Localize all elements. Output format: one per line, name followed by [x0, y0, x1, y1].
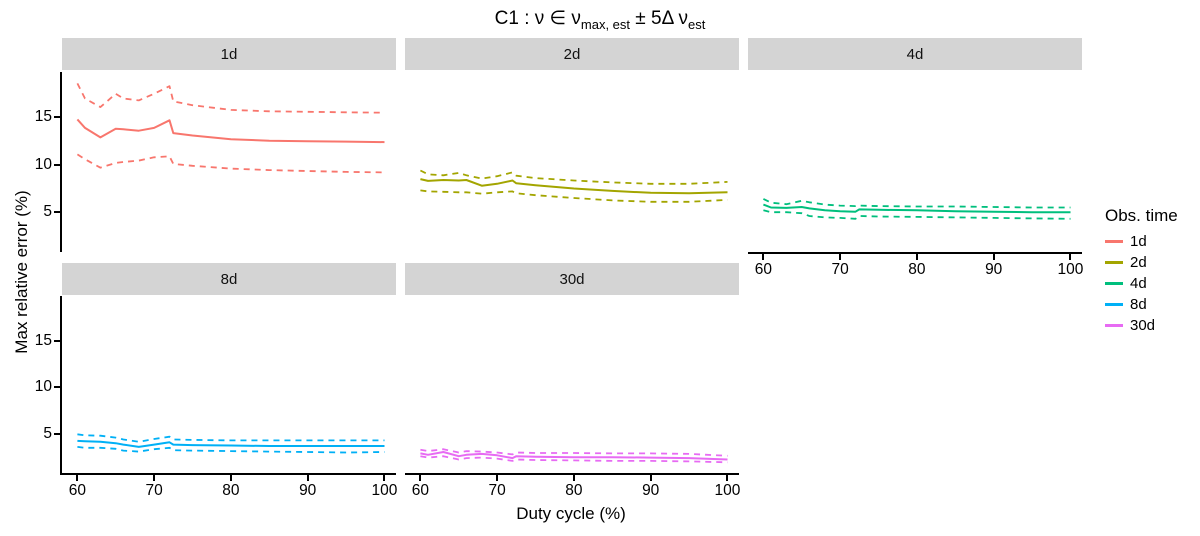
- y-tick-1d-15: [54, 116, 61, 119]
- legend: Obs. time 1d 2d 4d 8d 30d: [1105, 206, 1178, 338]
- upper-band-line-30d: [420, 448, 728, 457]
- x-tick-8d-70: [153, 475, 156, 481]
- plot-title-part1: C1 : ν ∈ ν: [494, 8, 581, 29]
- facet-strip-2d: 2d: [405, 38, 739, 70]
- y-tick-label-1d-10: 10: [34, 155, 52, 173]
- x-tick-label-8d-60: 60: [68, 482, 86, 499]
- legend-label-2d: 2d: [1130, 254, 1147, 271]
- y-tick-8d-5: [54, 432, 61, 435]
- x-axis-line-8d: [60, 473, 396, 475]
- mean-line-2d: [420, 178, 728, 195]
- facet-strip-4d: 4d: [748, 38, 1082, 70]
- x-tick-4d-90: [992, 254, 995, 260]
- x-tick-label-4d-60: 60: [754, 261, 772, 278]
- lower-band-line-2d: [420, 189, 728, 203]
- legend-label-4d: 4d: [1130, 275, 1147, 292]
- y-axis-line-1d: [60, 72, 62, 252]
- x-tick-30d-80: [572, 475, 575, 481]
- x-tick-8d-80: [229, 475, 232, 481]
- x-tick-label-4d-70: 70: [831, 261, 849, 278]
- legend-item-4d: 4d: [1105, 275, 1178, 292]
- x-tick-4d-80: [915, 254, 918, 260]
- facet-strip-1d: 1d: [62, 38, 396, 70]
- x-tick-4d-60: [762, 254, 765, 260]
- x-tick-label-8d-70: 70: [145, 482, 163, 499]
- legend-label-8d: 8d: [1130, 296, 1147, 313]
- x-axis-line-4d: [748, 252, 1082, 254]
- y-tick-8d-10: [54, 386, 61, 389]
- x-tick-label-8d-100: 100: [371, 482, 398, 499]
- x-tick-label-4d-100: 100: [1057, 261, 1084, 278]
- x-tick-label-8d-80: 80: [222, 482, 240, 499]
- x-tick-30d-90: [649, 475, 652, 481]
- legend-label-30d: 30d: [1130, 317, 1156, 334]
- x-tick-8d-100: [383, 475, 386, 481]
- y-tick-8d-15: [54, 339, 61, 342]
- x-tick-30d-100: [726, 475, 729, 481]
- x-tick-label-30d-100: 100: [714, 482, 741, 499]
- facet-strip-8d: 8d: [62, 263, 396, 295]
- y-axis-line-8d: [60, 296, 62, 473]
- legend-key-line-2d: [1105, 261, 1123, 264]
- lower-band-line-30d: [420, 455, 728, 464]
- plot-title: C1 : ν ∈ νmax, est ± 5Δ νest: [0, 7, 1200, 32]
- y-tick-label-1d-15: 15: [34, 108, 52, 126]
- mean-line-1d: [76, 118, 385, 144]
- x-tick-30d-70: [496, 475, 499, 481]
- legend-key-line-30d: [1105, 324, 1123, 327]
- facet-panel-2d: [419, 169, 728, 203]
- legend-item-2d: 2d: [1105, 254, 1178, 271]
- facet-strip-30d: 30d: [405, 263, 739, 295]
- x-tick-label-8d-90: 90: [299, 482, 317, 499]
- legend-label-1d: 1d: [1130, 233, 1147, 250]
- y-tick-label-8d-5: 5: [43, 424, 52, 442]
- x-axis-line-30d: [405, 473, 739, 475]
- x-tick-label-30d-80: 80: [565, 482, 583, 499]
- upper-band-line-1d: [76, 82, 385, 114]
- y-tick-1d-5: [54, 211, 61, 214]
- plot-title-sub1: max, est: [580, 16, 631, 32]
- upper-band-line-8d: [77, 433, 385, 443]
- y-tick-1d-10: [54, 163, 61, 166]
- x-axis-title: Duty cycle (%): [516, 504, 626, 523]
- legend-item-1d: 1d: [1105, 233, 1178, 250]
- x-tick-30d-60: [419, 475, 422, 481]
- facet-panel-1d: [76, 82, 385, 174]
- mean-line-30d: [420, 451, 728, 461]
- x-tick-8d-60: [76, 475, 79, 481]
- plot-title-part2: ± 5Δ ν: [630, 8, 688, 29]
- y-tick-label-8d-10: 10: [34, 378, 52, 396]
- facet-panel-4d: [762, 198, 1071, 220]
- x-tick-8d-90: [306, 475, 309, 481]
- mean-line-8d: [77, 439, 385, 448]
- lower-band-line-8d: [77, 446, 385, 454]
- legend-item-30d: 30d: [1105, 317, 1178, 334]
- upper-band-line-2d: [419, 169, 728, 185]
- legend-item-8d: 8d: [1105, 296, 1178, 313]
- x-tick-4d-100: [1069, 254, 1072, 260]
- x-tick-label-30d-90: 90: [642, 482, 660, 499]
- upper-band-line-4d: [762, 198, 1071, 209]
- facet-panel-30d: [420, 448, 728, 464]
- facet-panel-8d: [77, 433, 385, 454]
- x-tick-4d-70: [839, 254, 842, 260]
- y-tick-label-1d-5: 5: [43, 203, 52, 221]
- x-tick-label-4d-80: 80: [908, 261, 926, 278]
- legend-key-line-8d: [1105, 303, 1123, 306]
- x-tick-label-4d-90: 90: [985, 261, 1003, 278]
- legend-title: Obs. time: [1105, 206, 1178, 225]
- plot-title-sub2: est: [688, 16, 706, 32]
- mean-line-4d: [763, 203, 1071, 214]
- lower-band-line-1d: [76, 153, 385, 174]
- x-tick-label-30d-60: 60: [411, 482, 429, 499]
- lower-band-line-4d: [763, 209, 1071, 220]
- x-tick-label-30d-70: 70: [488, 482, 506, 499]
- legend-key-line-1d: [1105, 240, 1123, 243]
- y-tick-label-8d-15: 15: [34, 331, 52, 349]
- legend-key-line-4d: [1105, 282, 1123, 285]
